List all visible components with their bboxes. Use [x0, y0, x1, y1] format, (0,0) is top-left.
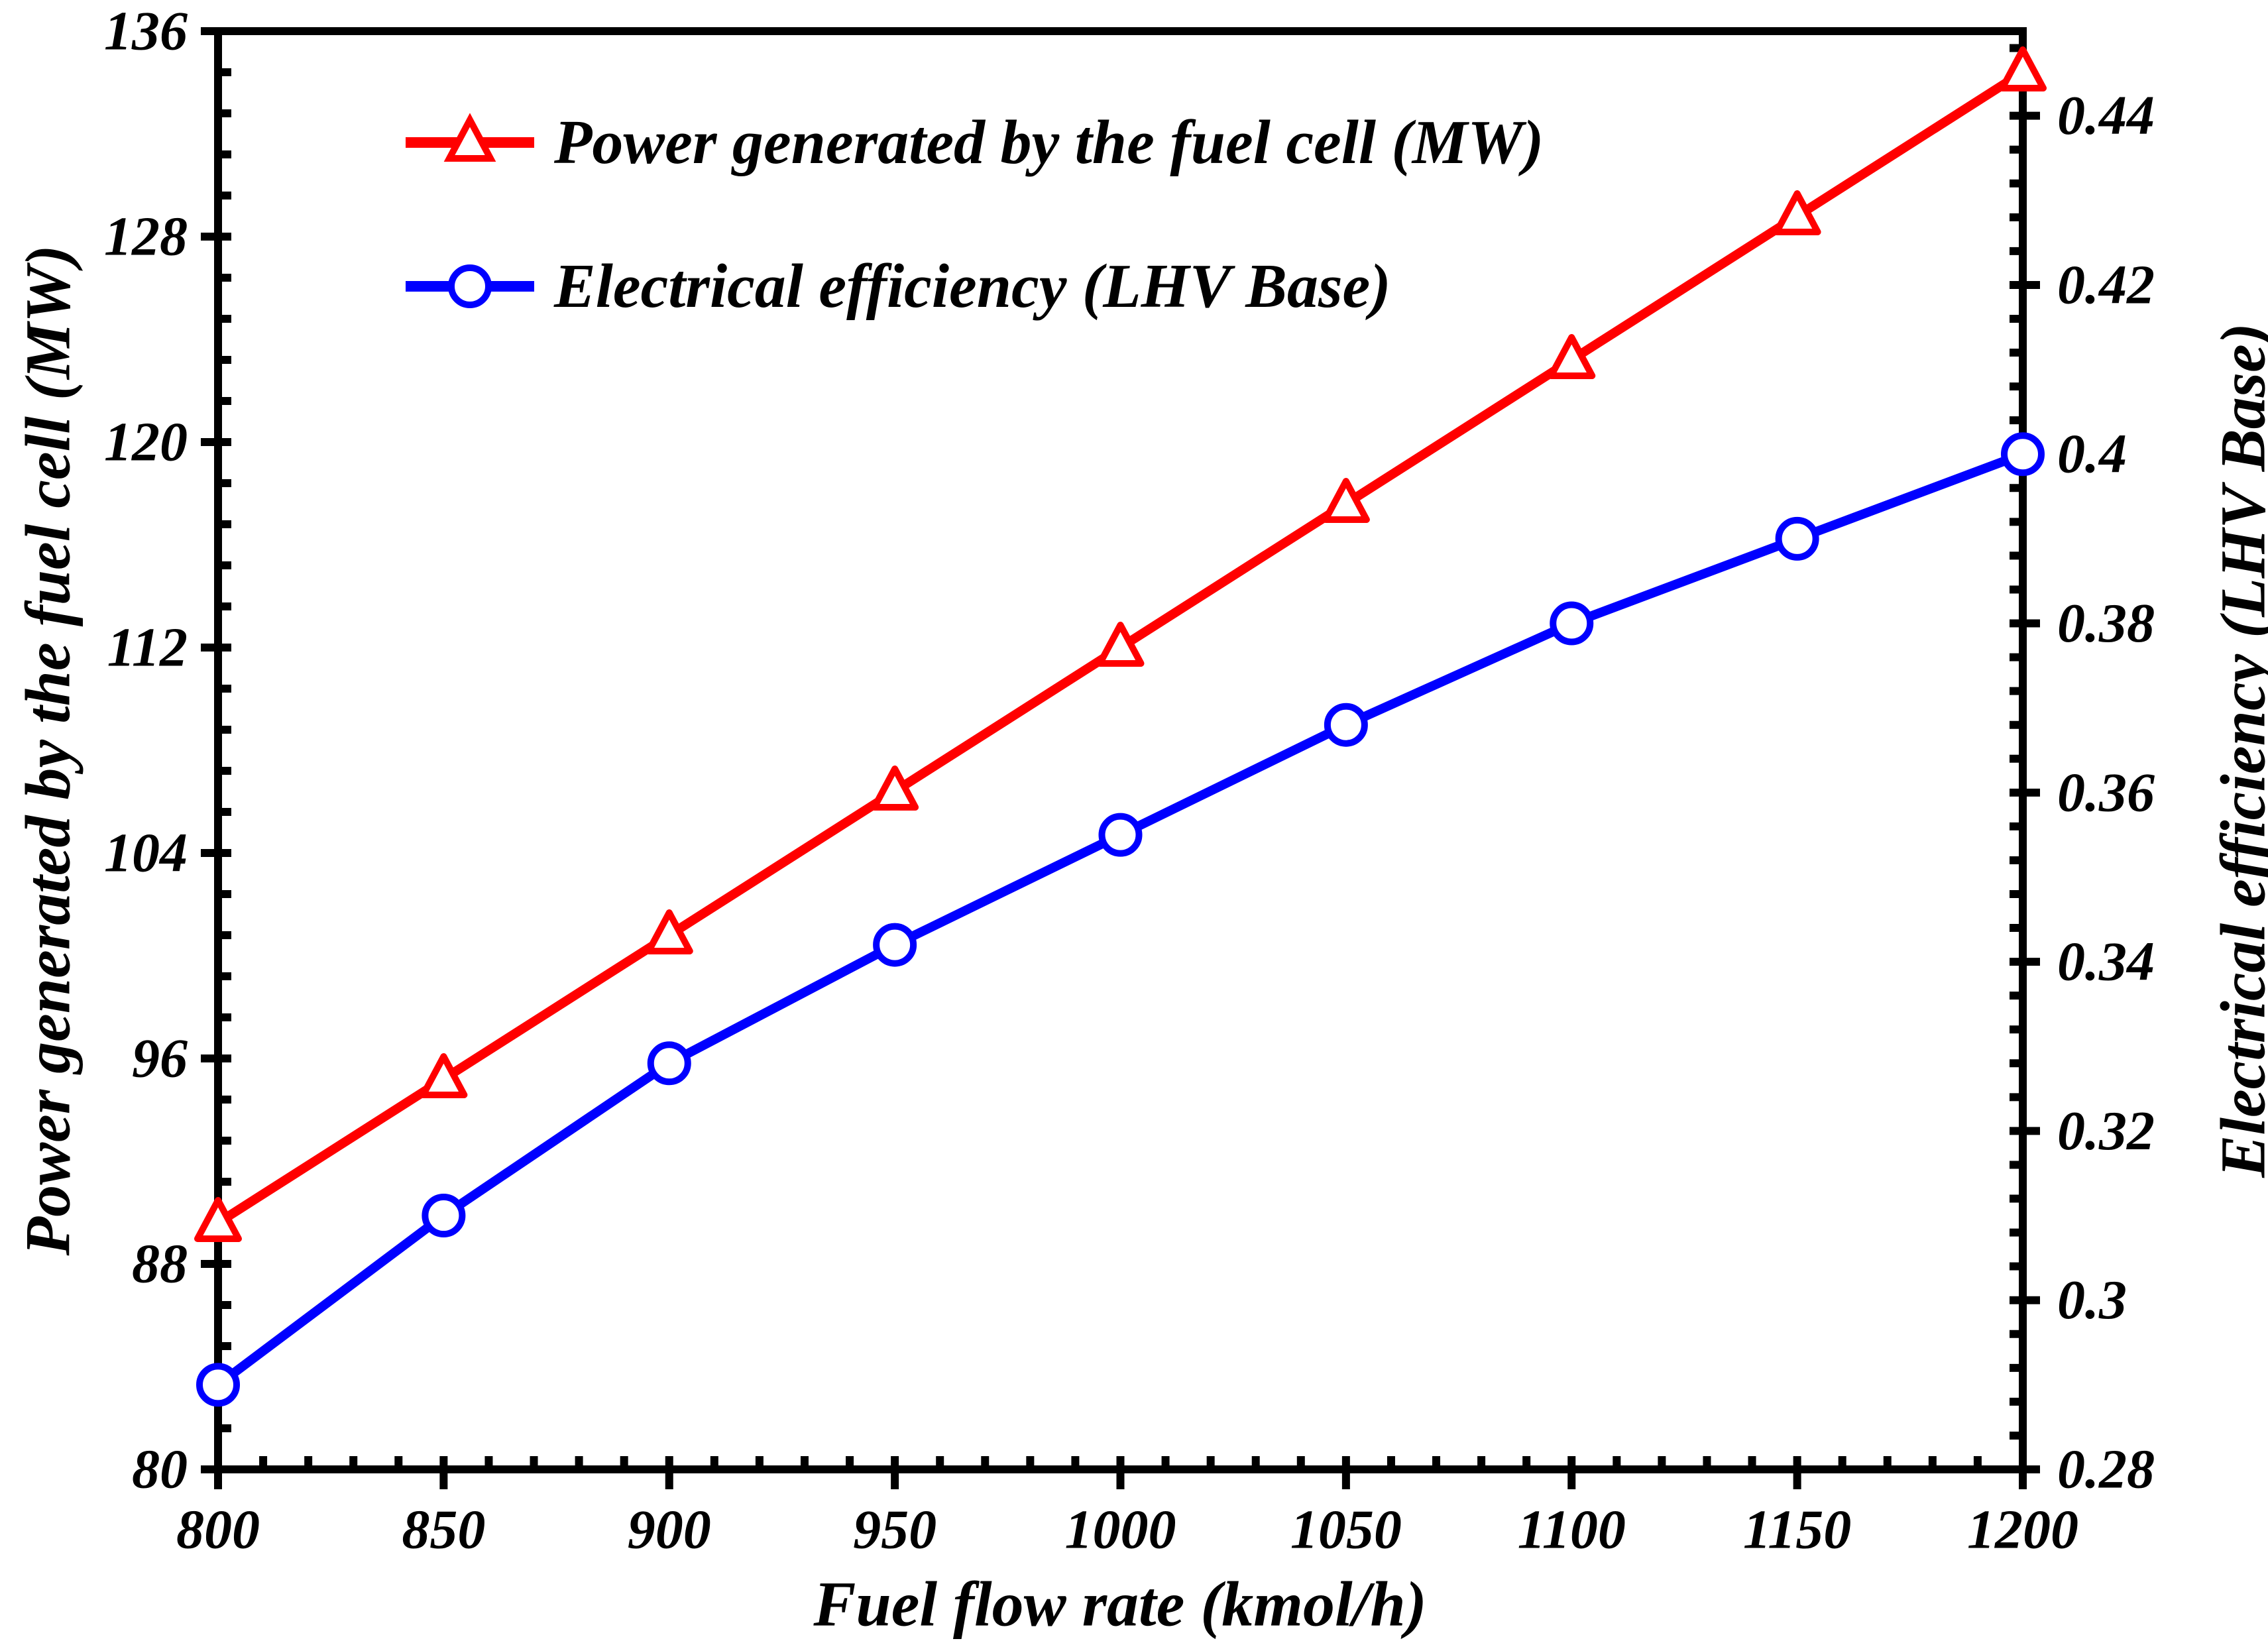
data-point-circle [1550, 601, 1594, 646]
data-point-circle [2001, 432, 2045, 477]
right-axis-title: Electrical efficiency (LHV Base) [2208, 323, 2268, 1178]
data-point-triangle [420, 1053, 468, 1098]
x-tick-label: 1050 [1290, 1499, 1402, 1561]
legend-triangle-marker-icon [443, 113, 496, 162]
data-point-triangle [645, 909, 693, 954]
right-tick-label: 0.36 [2057, 762, 2155, 823]
x-tick-label: 900 [628, 1499, 711, 1561]
data-point-circle [196, 1363, 240, 1407]
data-point-triangle [1773, 190, 1821, 235]
right-tick-label: 0.34 [2057, 931, 2155, 993]
legend: Power generated by the fuel cell (MW) El… [406, 108, 1544, 321]
right-tick-label: 0.28 [2057, 1439, 2155, 1501]
legend-label-power: Power generated by the fuel cell (MW) [553, 108, 1544, 177]
x-tick-label: 800 [176, 1499, 260, 1561]
data-point-circle [422, 1194, 466, 1238]
x-tick-label: 950 [853, 1499, 936, 1561]
left-tick-label: 80 [132, 1439, 188, 1501]
left-tick-label: 88 [132, 1233, 188, 1295]
right-tick-label: 0.38 [2057, 593, 2155, 654]
x-tick-label: 1200 [1967, 1499, 2078, 1561]
left-tick-label: 112 [107, 617, 188, 679]
data-point-circle [1775, 516, 1819, 561]
data-point-triangle [1548, 334, 1596, 379]
right-tick-label: 0.3 [2057, 1269, 2127, 1331]
x-axis-title: Fuel flow rate (kmol/h) [813, 1569, 1426, 1640]
right-tick-label: 0.32 [2057, 1100, 2155, 1162]
legend-label-efficiency: Electrical efficiency (LHV Base) [553, 252, 1391, 321]
left-tick-label: 136 [104, 1, 188, 62]
left-tick-label: 128 [104, 206, 188, 268]
data-point-triangle [1322, 478, 1370, 523]
data-point-circle [1324, 703, 1368, 747]
data-point-circle [1098, 813, 1143, 857]
plot-frame [214, 27, 2027, 1473]
right-tick-label: 0.44 [2057, 85, 2155, 146]
right-tick-label: 0.4 [2057, 424, 2127, 485]
left-axis-title: Power generated by the fuel cell (MW) [13, 245, 84, 1256]
x-tick-label: 1150 [1743, 1499, 1851, 1561]
data-point-circle [647, 1041, 691, 1086]
right-tick-label: 0.42 [2057, 254, 2155, 315]
x-tick-label: 1000 [1065, 1499, 1176, 1561]
left-tick-label: 96 [132, 1028, 188, 1090]
data-point-triangle [1999, 46, 2047, 91]
x-tick-label: 850 [402, 1499, 485, 1561]
legend-entry-power: Power generated by the fuel cell (MW) [406, 108, 1544, 177]
legend-entry-efficiency: Electrical efficiency (LHV Base) [406, 252, 1391, 321]
left-tick-label: 120 [104, 412, 188, 473]
data-point-triangle [871, 766, 919, 811]
x-tick-label: 1100 [1518, 1499, 1626, 1561]
left-tick-label: 104 [104, 823, 188, 884]
series-line-efficiency [213, 449, 2027, 1390]
legend-circle-marker-icon [448, 264, 492, 308]
data-point-triangle [1096, 622, 1145, 667]
data-point-circle [873, 923, 917, 967]
data-point-triangle [194, 1197, 242, 1242]
